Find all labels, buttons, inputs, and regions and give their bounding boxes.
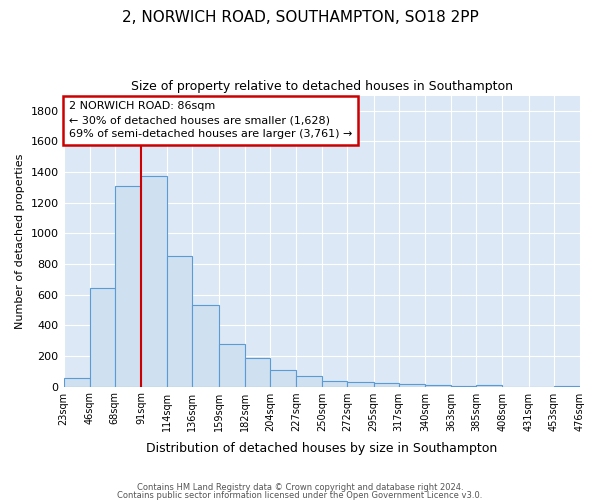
Bar	[64, 378, 90, 386]
Bar	[245, 358, 270, 386]
Bar	[425, 384, 451, 386]
Bar	[115, 186, 141, 386]
Bar	[141, 176, 167, 386]
Bar	[476, 385, 502, 386]
Title: Size of property relative to detached houses in Southampton: Size of property relative to detached ho…	[131, 80, 513, 93]
Text: Contains public sector information licensed under the Open Government Licence v3: Contains public sector information licen…	[118, 490, 482, 500]
Bar	[218, 344, 245, 386]
Bar	[374, 384, 399, 386]
Bar	[296, 376, 322, 386]
Text: Contains HM Land Registry data © Crown copyright and database right 2024.: Contains HM Land Registry data © Crown c…	[137, 483, 463, 492]
Y-axis label: Number of detached properties: Number of detached properties	[15, 154, 25, 328]
X-axis label: Distribution of detached houses by size in Southampton: Distribution of detached houses by size …	[146, 442, 497, 455]
Text: 2 NORWICH ROAD: 86sqm
← 30% of detached houses are smaller (1,628)
69% of semi-d: 2 NORWICH ROAD: 86sqm ← 30% of detached …	[69, 102, 352, 140]
Bar	[193, 306, 218, 386]
Bar	[270, 370, 296, 386]
Bar	[399, 384, 425, 386]
Bar	[347, 382, 374, 386]
Text: 2, NORWICH ROAD, SOUTHAMPTON, SO18 2PP: 2, NORWICH ROAD, SOUTHAMPTON, SO18 2PP	[122, 10, 478, 25]
Bar	[90, 288, 115, 386]
Bar	[167, 256, 193, 386]
Bar	[322, 381, 347, 386]
